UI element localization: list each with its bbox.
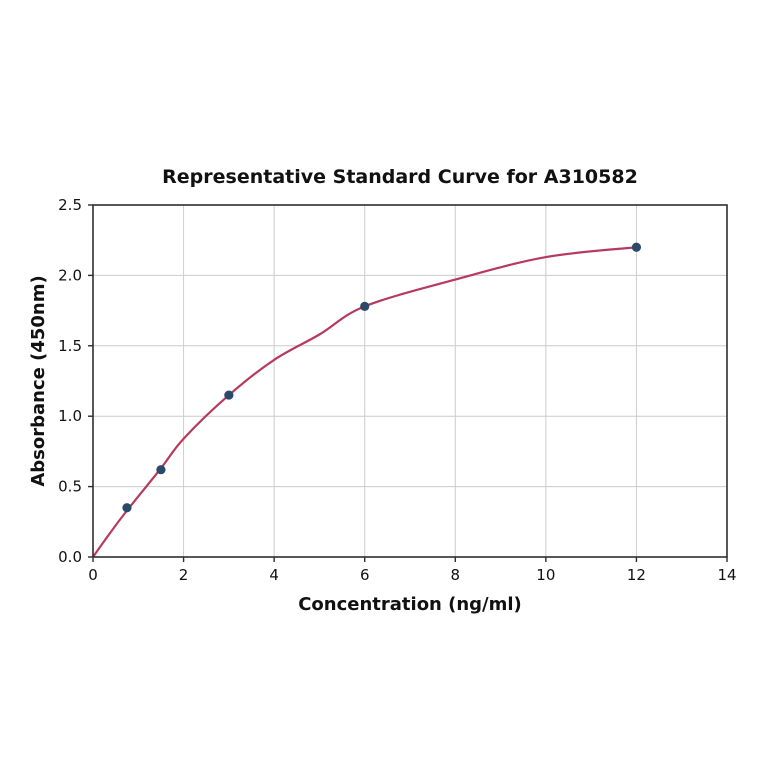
grid-lines [92,204,728,558]
x-tick-label: 12 [627,566,646,584]
data-point-marker [360,301,370,311]
chart-title: Representative Standard Curve for A31058… [162,166,638,188]
plot-border [92,204,728,558]
y-tick-label: 2.0 [58,266,82,284]
y-tick-label: 2.5 [58,196,82,214]
y-tick-label: 0.0 [58,548,82,566]
y-tick-label: 0.5 [58,478,82,496]
x-tick-label: 4 [269,566,279,584]
data-point-marker [122,503,132,513]
x-tick-label: 10 [536,566,555,584]
x-tick-label: 2 [179,566,189,584]
y-tick-label: 1.0 [58,407,82,425]
data-point-marker [631,242,642,252]
x-tick-label: 0 [88,566,98,584]
y-tick-label: 1.5 [58,337,82,355]
data-point-marker [156,465,166,475]
y-axis-label: Absorbance (450nm) [28,275,49,486]
x-tick-label: 6 [360,566,370,584]
data-points [122,242,642,513]
axis-tick-labels: 0 2 4 6 8 10 12 14 0.0 0.5 1.0 1.5 2.0 2.5 [58,196,736,584]
x-tick-label: 8 [451,566,461,584]
data-point-marker [224,390,234,400]
x-axis-label: Concentration (ng/ml) [298,594,522,615]
x-tick-label: 14 [717,566,736,584]
